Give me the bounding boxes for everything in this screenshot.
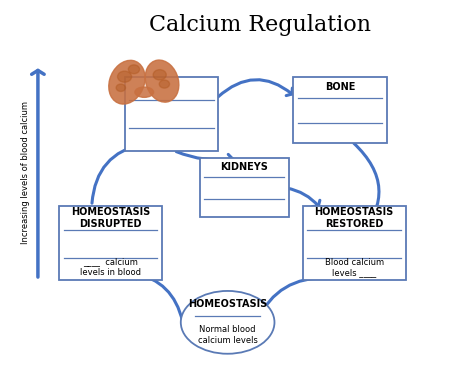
Bar <box>200 158 289 217</box>
Circle shape <box>116 84 126 92</box>
Ellipse shape <box>135 87 154 98</box>
Text: HOMEOSTASIS
DISRUPTED: HOMEOSTASIS DISRUPTED <box>71 207 150 229</box>
Bar <box>59 206 162 280</box>
Circle shape <box>118 71 132 82</box>
Text: Calcium Regulation: Calcium Regulation <box>149 14 372 36</box>
Circle shape <box>153 70 166 80</box>
Circle shape <box>159 80 170 88</box>
Bar <box>293 76 387 143</box>
Text: Normal blood
calcium levels: Normal blood calcium levels <box>198 325 257 345</box>
Text: ____  calcium
levels in blood: ____ calcium levels in blood <box>80 258 141 277</box>
Ellipse shape <box>181 291 274 354</box>
Text: Blood calcium
levels ____: Blood calcium levels ____ <box>325 258 383 277</box>
Text: KIDNEYS: KIDNEYS <box>220 162 268 172</box>
Text: HOMEOSTASIS: HOMEOSTASIS <box>188 298 267 309</box>
Circle shape <box>128 65 139 74</box>
Text: BONE: BONE <box>325 82 355 92</box>
Text: Increasing levels of blood calcium: Increasing levels of blood calcium <box>21 101 30 244</box>
Bar <box>125 76 218 150</box>
Bar <box>302 206 406 280</box>
Ellipse shape <box>109 60 145 104</box>
Ellipse shape <box>145 60 179 102</box>
Text: HOMEOSTASIS
RESTORED: HOMEOSTASIS RESTORED <box>314 207 394 229</box>
